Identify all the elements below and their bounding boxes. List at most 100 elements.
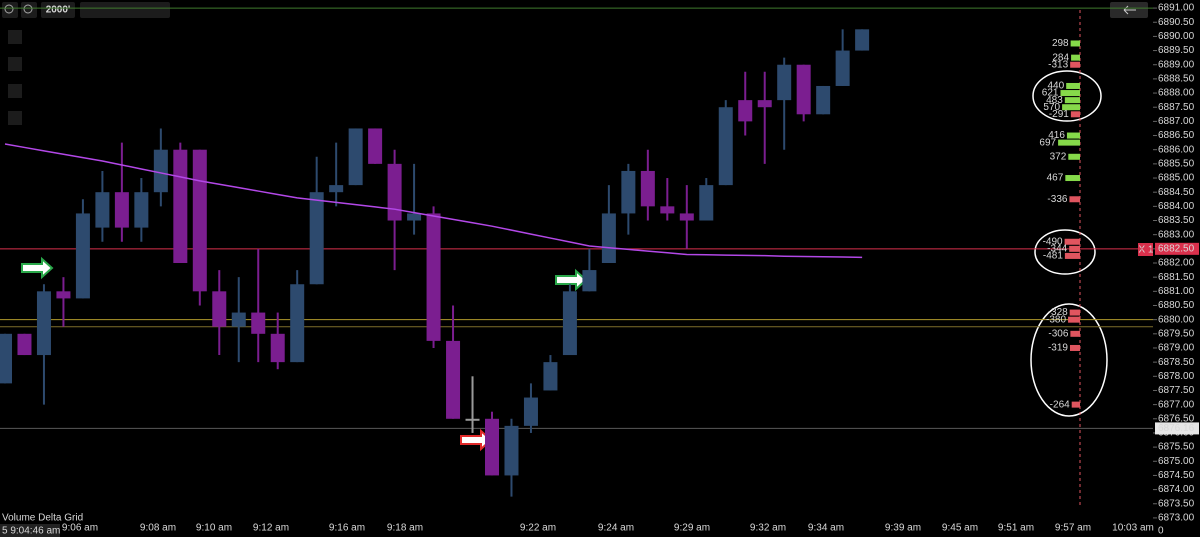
candle-body <box>329 185 344 193</box>
candle-body <box>75 213 90 299</box>
profile-label: 284 <box>1052 52 1069 63</box>
profile-label: -336 <box>1047 194 1067 205</box>
candle-body <box>192 149 207 292</box>
notes[interactable] <box>8 57 22 71</box>
y-tick-label: 6879.50 <box>1158 328 1195 339</box>
x-tick-label: 9:06 am <box>62 523 98 534</box>
profile-label: -264 <box>1050 399 1070 410</box>
y-tick-label: 6887.50 <box>1158 102 1195 113</box>
x-tick-label: 9:12 am <box>253 523 289 534</box>
profile-bar <box>1065 175 1080 182</box>
candle-body <box>407 213 422 221</box>
candle-body <box>212 291 227 327</box>
profile-bar <box>1070 61 1080 68</box>
profile-label: 483 <box>1046 95 1063 106</box>
y-tick-label: 6875.50 <box>1158 442 1195 453</box>
y-tick-label: 6890.00 <box>1158 31 1195 42</box>
lock[interactable] <box>8 111 22 125</box>
y-tick-label: 6873.50 <box>1158 498 1195 509</box>
candle-body <box>114 192 129 228</box>
x-tick-label: 9:51 am <box>998 523 1034 534</box>
y-tick-label: 6889.00 <box>1158 59 1195 70</box>
cursor-time: 5 9:04:46 am <box>2 526 60 537</box>
candle-body <box>17 333 32 356</box>
toolbar: 2000' <box>2 2 1148 125</box>
profile-bar <box>1069 245 1080 252</box>
profile-label: -313 <box>1048 59 1068 70</box>
candle-body <box>290 284 305 363</box>
candle-body <box>504 425 519 476</box>
y-tick-label: 6875.00 <box>1158 456 1195 467</box>
zoom-out[interactable] <box>21 2 37 18</box>
candle-body <box>523 397 538 426</box>
moving-average <box>4 143 863 259</box>
signal-arrow <box>555 268 588 292</box>
y-tick-label: 6877.00 <box>1158 399 1195 410</box>
candle-body <box>231 312 246 327</box>
candle-body <box>660 206 675 214</box>
candle-body <box>855 29 870 51</box>
y-tick-label: 6891.00 <box>1158 3 1195 14</box>
candle-body <box>718 107 733 186</box>
y-tick-label: 6882.00 <box>1158 258 1195 269</box>
zoom-in[interactable] <box>2 2 18 18</box>
profile-label: -319 <box>1048 343 1068 354</box>
profile-label: 416 <box>1048 130 1065 141</box>
annotation-circle <box>1034 229 1096 275</box>
interval-button[interactable] <box>41 2 75 18</box>
profile-bar <box>1070 111 1080 118</box>
y-tick-label: 6873.00 <box>1158 513 1195 524</box>
profile-label: -380 <box>1046 314 1066 325</box>
candle-body <box>699 185 714 221</box>
y-tick-label: 6889.50 <box>1158 45 1195 56</box>
candle-body <box>543 362 558 391</box>
candle-body <box>640 170 655 207</box>
annotation-circle <box>1032 70 1102 122</box>
profile-bar <box>1069 196 1080 203</box>
profile-label: -306 <box>1048 328 1068 339</box>
order-badge-text: X 1 <box>1138 245 1153 256</box>
price-badge-text: 6876.16 <box>1158 423 1195 434</box>
crosshair[interactable] <box>8 30 22 44</box>
candle-body <box>562 291 577 356</box>
profile-bar <box>1071 54 1080 61</box>
y-tick-label: 6886.50 <box>1158 130 1195 141</box>
candle-body <box>36 291 51 356</box>
profile-bar <box>1064 252 1080 259</box>
y-tick-label: 6876.50 <box>1158 413 1195 424</box>
profile-label: -328 <box>1048 307 1068 318</box>
candle-body <box>485 418 499 476</box>
tool-group[interactable] <box>80 2 170 18</box>
candle-body <box>777 64 792 101</box>
candle-body <box>270 333 285 363</box>
candle-body <box>0 333 12 384</box>
candle-body <box>251 312 266 334</box>
candle-body <box>601 213 616 263</box>
signal-arrow <box>21 256 54 280</box>
profile-label: 440 <box>1047 81 1064 92</box>
profile-bar <box>1069 344 1080 351</box>
draw[interactable] <box>8 84 22 98</box>
y-tick-label: 6890.50 <box>1158 17 1195 28</box>
profile-bar <box>1070 330 1080 337</box>
profile-label: 467 <box>1047 173 1064 184</box>
cursor-box <box>0 524 60 537</box>
candle-body <box>95 192 110 228</box>
y-tick-label: 6888.50 <box>1158 74 1195 85</box>
profile-bar <box>1062 104 1080 111</box>
candle-body <box>173 149 188 263</box>
x-tick-label: 9:39 am <box>885 523 921 534</box>
profile-label: -490 <box>1043 236 1063 247</box>
y-tick-label: 6884.00 <box>1158 201 1195 212</box>
profile-bar <box>1071 401 1080 408</box>
y-tick-label: 6883.50 <box>1158 215 1195 226</box>
y-tick-label: 6880.50 <box>1158 300 1195 311</box>
study-label: Volume Delta Grid <box>2 513 83 524</box>
profile-label: -291 <box>1049 109 1069 120</box>
y-tick-label: 6887.00 <box>1158 116 1195 127</box>
y-tick-label: 6881.50 <box>1158 272 1195 283</box>
order-badge[interactable] <box>1138 243 1155 256</box>
y-tick-label: 0 <box>1158 526 1164 537</box>
profile-label: -344 <box>1047 243 1067 254</box>
